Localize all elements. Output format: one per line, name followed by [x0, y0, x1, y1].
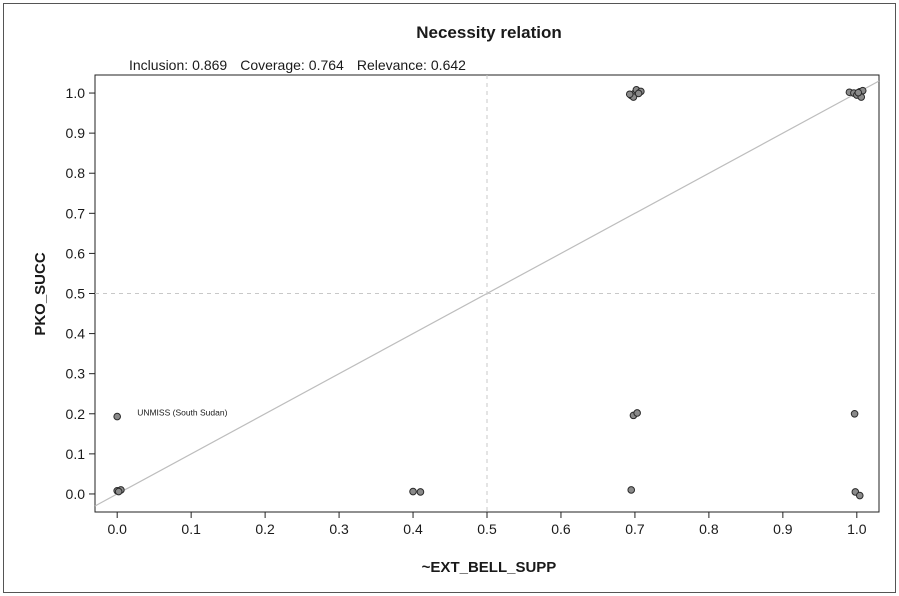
x-tick-label: 0.2	[255, 521, 275, 537]
inclusion-label: Inclusion:	[129, 57, 188, 73]
x-axis-ticks: 0.0 0.1 0.2 0.3 0.4 0.5 0.6 0.7 0.8 0.9 1.0	[107, 512, 867, 537]
point-annotation: UNMISS (South Sudan)	[137, 408, 227, 418]
y-tick-label: 0.7	[66, 205, 86, 221]
chart-title: Necessity relation	[416, 23, 562, 42]
x-tick-label: 0.3	[329, 521, 349, 537]
x-tick-label: 0.5	[477, 521, 497, 537]
data-point	[634, 89, 643, 98]
x-tick-label: 0.0	[107, 521, 127, 537]
stats-line: Inclusion: 0.869 Coverage: 0.764 Relevance: 0…	[129, 57, 466, 73]
y-tick-label: 0.3	[66, 366, 86, 382]
y-tick-label: 0.0	[66, 486, 86, 502]
x-tick-label: 1.0	[847, 521, 867, 537]
relevance-label: Relevance:	[357, 57, 427, 73]
y-tick-label: 0.5	[66, 286, 86, 302]
y-tick-label: 0.2	[66, 406, 86, 422]
y-tick-label: 1.0	[66, 85, 86, 101]
x-tick-label: 0.1	[181, 521, 201, 537]
point-annotations: UNMISS (South Sudan)	[137, 408, 227, 418]
reference-lines	[94, 75, 880, 512]
x-axis-title: ~EXT_BELL_SUPP	[422, 559, 557, 576]
y-tick-label: 0.1	[66, 446, 86, 462]
data-point	[633, 409, 641, 417]
data-point	[625, 90, 634, 99]
data-point	[854, 88, 863, 97]
y-tick-label: 0.4	[66, 326, 86, 342]
data-point	[416, 488, 425, 496]
data-point	[855, 491, 864, 500]
y-tick-label: 0.6	[66, 245, 86, 261]
coverage-value: 0.764	[309, 57, 344, 73]
data-point	[627, 486, 636, 494]
x-tick-label: 0.4	[403, 521, 423, 537]
coverage-label: Coverage:	[240, 57, 305, 73]
data-point	[113, 412, 121, 421]
relevance-value: 0.642	[431, 57, 466, 73]
x-tick-label: 0.6	[551, 521, 571, 537]
data-point	[409, 487, 417, 496]
y-tick-label: 0.9	[66, 125, 86, 141]
x-tick-label: 0.9	[773, 521, 793, 537]
data-point	[114, 487, 123, 496]
inclusion-value: 0.869	[192, 57, 227, 73]
x-tick-label: 0.7	[625, 521, 645, 537]
x-tick-label: 0.8	[699, 521, 719, 537]
y-axis-ticks: 0.0 0.1 0.2 0.3 0.4 0.5 0.6 0.7 0.8 0.9 1.0	[66, 85, 95, 502]
y-axis-title: PKO_SUCC	[32, 252, 49, 336]
data-point	[850, 409, 859, 418]
y-tick-label: 0.8	[66, 165, 86, 181]
data-points	[113, 86, 867, 500]
